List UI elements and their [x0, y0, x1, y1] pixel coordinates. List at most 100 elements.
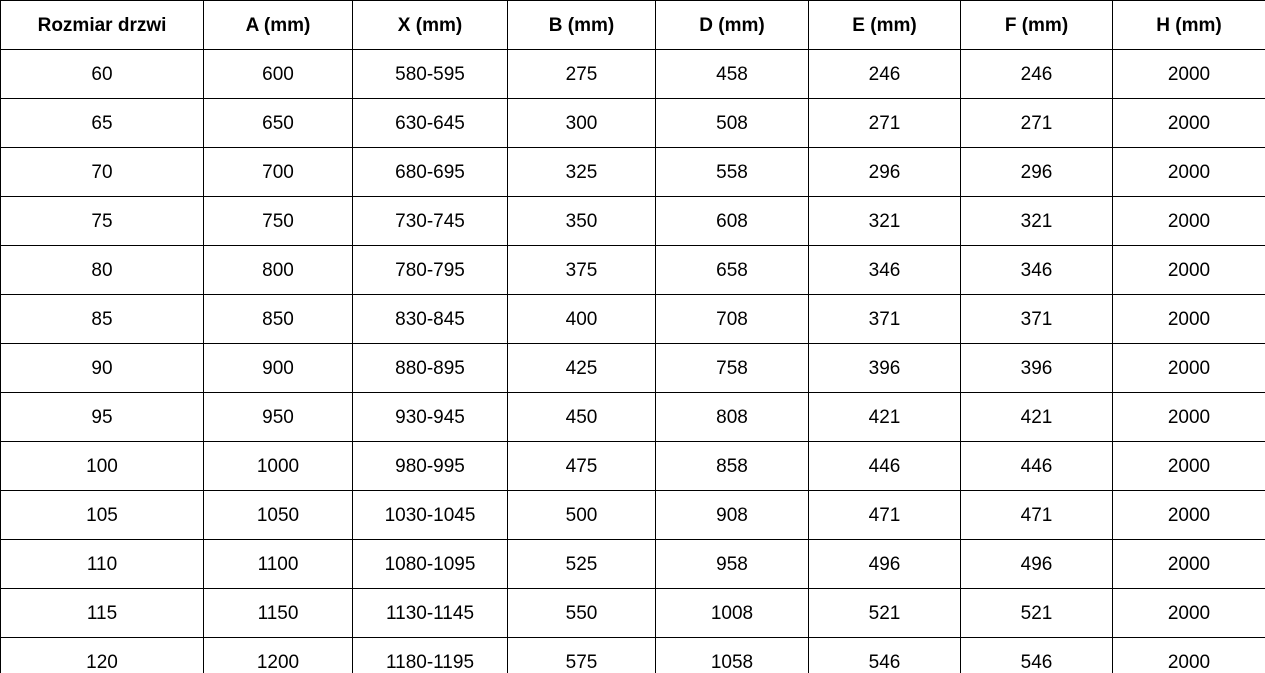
table-cell: 246 — [960, 49, 1113, 99]
table-cell: 1200 — [203, 637, 353, 673]
table-cell: 2000 — [1112, 539, 1265, 589]
table-row: 80 800 780-795 375 658 346 346 2000 — [0, 245, 1265, 295]
table-cell: 708 — [655, 294, 809, 344]
table-cell: 2000 — [1112, 147, 1265, 197]
table-cell: 758 — [655, 343, 809, 393]
table-cell: 575 — [507, 637, 656, 673]
table-row: 110 1100 1080-1095 525 958 496 496 2000 — [0, 539, 1265, 589]
table-cell: 2000 — [1112, 588, 1265, 638]
table-cell: 80 — [0, 245, 204, 295]
column-header: H (mm) — [1112, 0, 1265, 50]
table-cell: 2000 — [1112, 490, 1265, 540]
table-cell: 475 — [507, 441, 656, 491]
table-cell: 558 — [655, 147, 809, 197]
table-row: 95 950 930-945 450 808 421 421 2000 — [0, 392, 1265, 442]
table-cell: 525 — [507, 539, 656, 589]
table-cell: 95 — [0, 392, 204, 442]
table-cell: 521 — [960, 588, 1113, 638]
column-header: E (mm) — [808, 0, 961, 50]
table-cell: 730-745 — [352, 196, 508, 246]
table-cell: 1008 — [655, 588, 809, 638]
table-cell: 930-945 — [352, 392, 508, 442]
table-cell: 350 — [507, 196, 656, 246]
table-row: 75 750 730-745 350 608 321 321 2000 — [0, 196, 1265, 246]
table-cell: 2000 — [1112, 294, 1265, 344]
table-cell: 271 — [960, 98, 1113, 148]
table-cell: 1050 — [203, 490, 353, 540]
table-cell: 650 — [203, 98, 353, 148]
table-cell: 800 — [203, 245, 353, 295]
table-cell: 2000 — [1112, 245, 1265, 295]
table-cell: 321 — [808, 196, 961, 246]
table-cell: 100 — [0, 441, 204, 491]
column-header: Rozmiar drzwi — [0, 0, 204, 50]
table-cell: 1150 — [203, 588, 353, 638]
table-cell: 2000 — [1112, 392, 1265, 442]
table-cell: 105 — [0, 490, 204, 540]
table-row: 90 900 880-895 425 758 396 396 2000 — [0, 343, 1265, 393]
table-cell: 880-895 — [352, 343, 508, 393]
table-cell: 110 — [0, 539, 204, 589]
table-cell: 120 — [0, 637, 204, 673]
table-cell: 658 — [655, 245, 809, 295]
table-cell: 396 — [808, 343, 961, 393]
table-cell: 2000 — [1112, 49, 1265, 99]
table-body: 60 600 580-595 275 458 246 246 2000 65 650 630-645… — [0, 49, 1265, 673]
table-cell: 1000 — [203, 441, 353, 491]
table-row: 85 850 830-845 400 708 371 371 2000 — [0, 294, 1265, 344]
table-cell: 2000 — [1112, 98, 1265, 148]
table-cell: 246 — [808, 49, 961, 99]
table-cell: 471 — [960, 490, 1113, 540]
table-cell: 446 — [960, 441, 1113, 491]
table-cell: 2000 — [1112, 441, 1265, 491]
table-row: 100 1000 980-995 475 858 446 446 2000 — [0, 441, 1265, 491]
column-header: D (mm) — [655, 0, 809, 50]
table-cell: 830-845 — [352, 294, 508, 344]
table-cell: 608 — [655, 196, 809, 246]
table-cell: 325 — [507, 147, 656, 197]
table-cell: 1080-1095 — [352, 539, 508, 589]
table-cell: 375 — [507, 245, 656, 295]
table-cell: 908 — [655, 490, 809, 540]
table-cell: 346 — [960, 245, 1113, 295]
table-cell: 115 — [0, 588, 204, 638]
table-cell: 2000 — [1112, 196, 1265, 246]
table-cell: 2000 — [1112, 343, 1265, 393]
table-cell: 496 — [808, 539, 961, 589]
table-cell: 1100 — [203, 539, 353, 589]
column-header: F (mm) — [960, 0, 1113, 50]
table-cell: 508 — [655, 98, 809, 148]
table-cell: 958 — [655, 539, 809, 589]
table-cell: 321 — [960, 196, 1113, 246]
table-row: 120 1200 1180-1195 575 1058 546 546 2000 — [0, 637, 1265, 673]
table-cell: 70 — [0, 147, 204, 197]
table-cell: 275 — [507, 49, 656, 99]
table-cell: 700 — [203, 147, 353, 197]
table-cell: 300 — [507, 98, 656, 148]
table-cell: 471 — [808, 490, 961, 540]
table-cell: 446 — [808, 441, 961, 491]
table-cell: 1030-1045 — [352, 490, 508, 540]
column-header: X (mm) — [352, 0, 508, 50]
table-cell: 2000 — [1112, 637, 1265, 673]
table-cell: 900 — [203, 343, 353, 393]
table-cell: 90 — [0, 343, 204, 393]
table-cell: 950 — [203, 392, 353, 442]
table-cell: 85 — [0, 294, 204, 344]
table-row: 60 600 580-595 275 458 246 246 2000 — [0, 49, 1265, 99]
table-header: Rozmiar drzwi A (mm) X (mm) B (mm) D (mm) E (… — [0, 0, 1265, 50]
table-cell: 458 — [655, 49, 809, 99]
table-cell: 546 — [960, 637, 1113, 673]
table-cell: 680-695 — [352, 147, 508, 197]
table-cell: 750 — [203, 196, 353, 246]
table-cell: 75 — [0, 196, 204, 246]
table-cell: 371 — [808, 294, 961, 344]
table-cell: 546 — [808, 637, 961, 673]
table-cell: 858 — [655, 441, 809, 491]
table-cell: 1058 — [655, 637, 809, 673]
table-cell: 371 — [960, 294, 1113, 344]
table-cell: 550 — [507, 588, 656, 638]
table-cell: 396 — [960, 343, 1113, 393]
table-cell: 271 — [808, 98, 961, 148]
